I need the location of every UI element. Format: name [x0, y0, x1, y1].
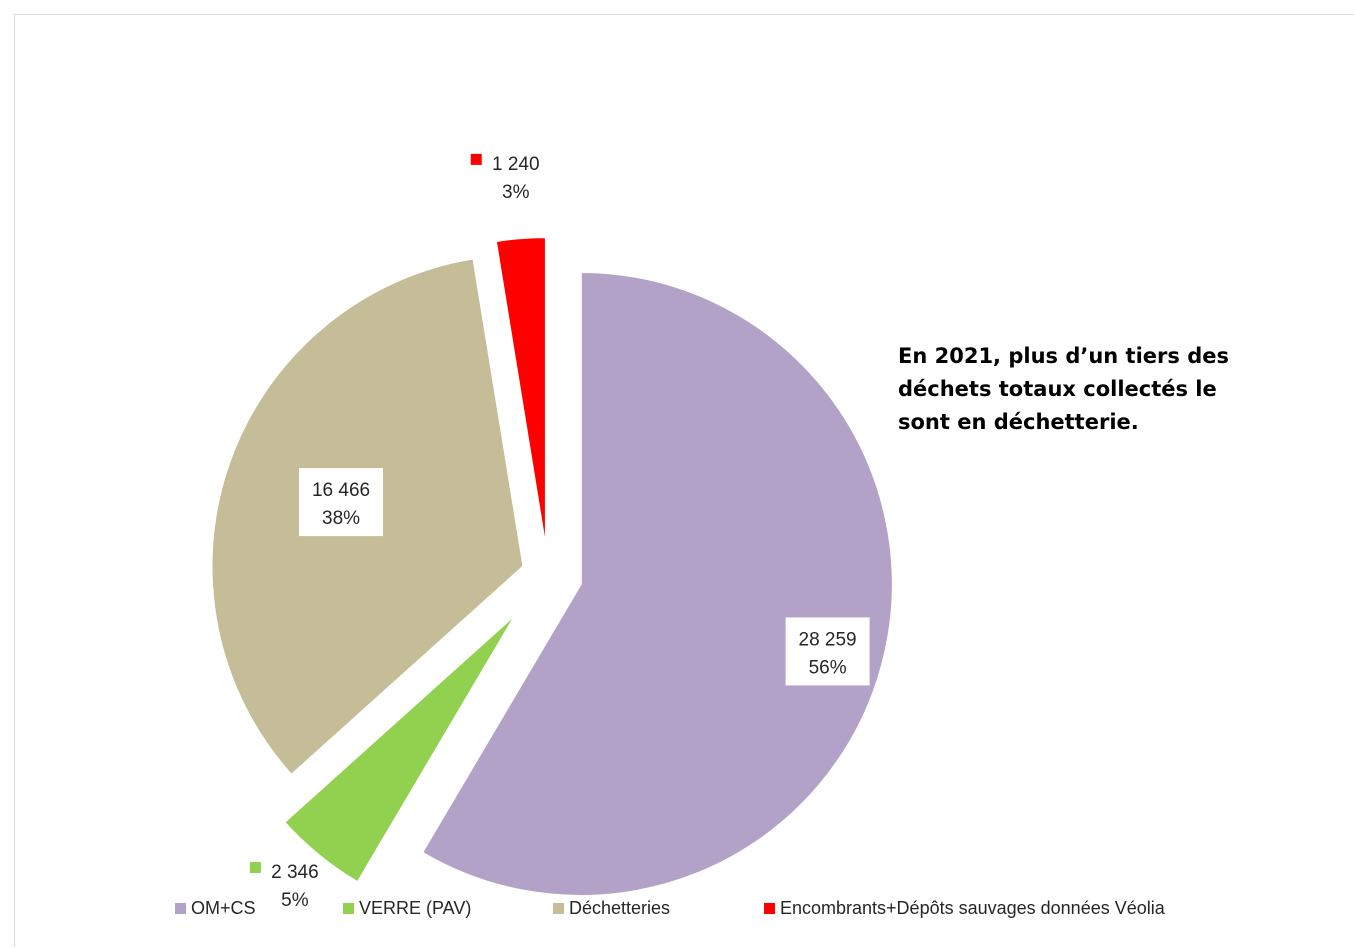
data-label-3: 1 240 3% [470, 153, 540, 203]
data-label-0: 28 259 56% [785, 617, 870, 686]
data-label-percent: 3% [502, 182, 530, 203]
legend: OM+CS VERRE (PAV) Déchetteries Encombran… [0, 898, 1355, 922]
data-label-value: 28 259 [799, 629, 857, 650]
legend-label: VERRE (PAV) [359, 898, 472, 918]
pie-slice-1 [282, 612, 518, 884]
legend-swatch [553, 903, 564, 914]
data-label-2: 16 466 38% [299, 468, 384, 537]
legend-swatch [764, 903, 775, 914]
data-label-key [470, 153, 482, 165]
pie-slice-3 [494, 236, 547, 550]
data-label-value: 2 346 [271, 862, 319, 883]
pie-slice-0 [420, 270, 894, 897]
legend-swatch [343, 903, 354, 914]
legend-item-encombrants: Encombrants+Dépôts sauvages données Véol… [764, 898, 1165, 919]
legend-label: OM+CS [191, 898, 256, 918]
data-label-percent: 56% [809, 657, 847, 678]
data-label-percent: 5% [281, 890, 309, 911]
chart-frame [14, 14, 1354, 947]
data-label-value: 1 240 [492, 154, 540, 175]
data-label-box [785, 617, 870, 686]
data-label-1: 2 346 5% [249, 862, 319, 911]
data-label-value: 16 466 [312, 480, 370, 501]
legend-swatch [175, 903, 186, 914]
chart-annotation: En 2021, plus d’un tiers des déchets tot… [898, 344, 1229, 434]
legend-item-dechetteries: Déchetteries [553, 898, 670, 919]
legend-item-om-cs: OM+CS [175, 898, 256, 919]
legend-item-verre: VERRE (PAV) [343, 898, 471, 919]
data-label-key [249, 862, 261, 874]
legend-label: Encombrants+Dépôts sauvages données Véol… [780, 898, 1165, 918]
data-label-box [299, 468, 384, 537]
data-label-percent: 38% [322, 508, 360, 529]
legend-label: Déchetteries [569, 898, 671, 918]
